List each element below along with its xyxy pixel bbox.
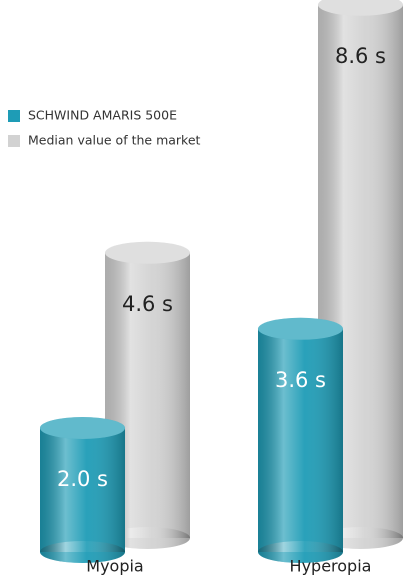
x-tick-label: Myopia <box>86 557 143 576</box>
cylinder-shade <box>40 428 125 552</box>
legend-swatch <box>8 135 20 147</box>
legend-label: Median value of the market <box>28 133 201 148</box>
value-label: 2.0 s <box>57 467 108 491</box>
x-tick-label: Hyperopia <box>290 557 372 576</box>
cylinder: 8.6 s <box>318 0 403 549</box>
cylinder: 2.0 s <box>40 417 125 563</box>
cylinder-shade <box>258 328 343 552</box>
cylinder-top-light <box>40 417 125 439</box>
cylinder-top-light <box>105 241 190 264</box>
cylinder: 3.6 s <box>258 317 343 563</box>
cylinder: 4.6 s <box>105 241 190 549</box>
cylinder-top <box>258 317 343 340</box>
cylinder-top <box>40 417 125 439</box>
value-label: 3.6 s <box>275 368 326 392</box>
legend-label: SCHWIND AMARIS 500E <box>28 108 177 123</box>
cylinder-top-light <box>258 317 343 340</box>
cylinder-top <box>105 241 190 264</box>
legend-swatch <box>8 110 20 122</box>
value-label: 8.6 s <box>335 44 386 68</box>
value-label: 4.6 s <box>122 292 173 316</box>
cylinder-top-light <box>318 0 403 16</box>
cylinder-top <box>318 0 403 16</box>
